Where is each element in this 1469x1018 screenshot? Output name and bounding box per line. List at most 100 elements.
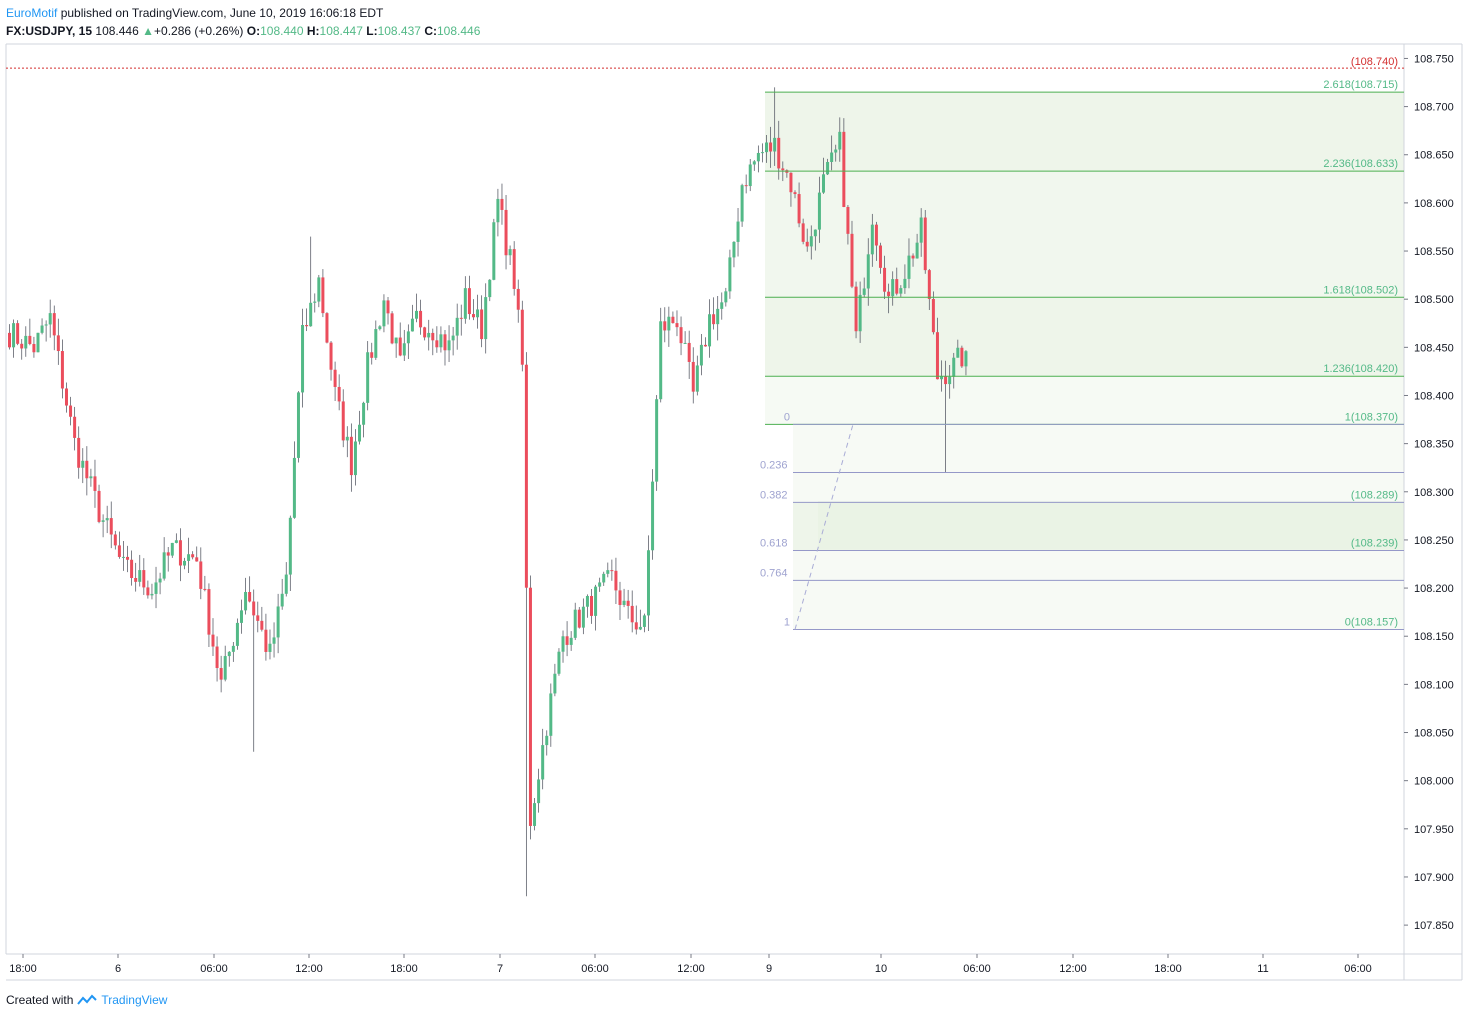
fib-ext-label[interactable]: 2.236(108.633) (1323, 158, 1398, 170)
candle-down[interactable] (911, 255, 915, 259)
candle-up[interactable] (484, 297, 488, 340)
candle-down[interactable] (781, 168, 785, 171)
candle-up[interactable] (48, 313, 52, 325)
candle-down[interactable] (60, 351, 64, 389)
candle-up[interactable] (549, 693, 553, 736)
candle-up[interactable] (36, 332, 40, 353)
price-tick-label[interactable]: 108.450 (1414, 342, 1454, 354)
fib-ret-ratio-label[interactable]: 0 (784, 411, 790, 423)
candle-up[interactable] (427, 332, 431, 338)
price-chart[interactable]: (108.740) 2.618(108.715) 2.236(108.633) 1.6… (0, 0, 1469, 990)
candle-up[interactable] (374, 329, 378, 358)
candle-down[interactable] (712, 314, 716, 325)
candle-down[interactable] (117, 545, 121, 557)
candle-up[interactable] (235, 622, 239, 646)
time-tick-label[interactable]: 11 (1257, 963, 1268, 975)
time-tick-label[interactable]: 12:00 (677, 963, 705, 975)
candle-down[interactable] (73, 416, 77, 438)
price-tick-label[interactable]: 107.850 (1414, 920, 1454, 932)
candle-down[interactable] (577, 609, 581, 628)
price-tick-label[interactable]: 108.650 (1414, 150, 1454, 162)
candle-down[interactable] (337, 386, 341, 402)
candle-up[interactable] (533, 803, 537, 826)
candle-up[interactable] (903, 278, 907, 289)
candle-up[interactable] (292, 457, 296, 518)
candle-down[interactable] (789, 172, 793, 193)
candle-up[interactable] (964, 351, 968, 367)
candle-down[interactable] (931, 298, 935, 333)
candle-up[interactable] (708, 314, 712, 347)
fib-ret-ratio-label[interactable]: 0.382 (760, 489, 788, 501)
price-tick-label[interactable]: 108.100 (1414, 679, 1454, 691)
candle-up[interactable] (830, 152, 834, 162)
candle-down[interactable] (618, 590, 622, 605)
candle-down[interactable] (431, 332, 435, 341)
candle-down[interactable] (195, 557, 199, 562)
candle-up[interactable] (813, 229, 817, 237)
candle-up[interactable] (602, 573, 606, 583)
candle-down[interactable] (390, 313, 394, 344)
candle-up[interactable] (940, 376, 944, 380)
candle-down[interactable] (520, 309, 524, 365)
candle-down[interactable] (28, 335, 32, 344)
candle-down[interactable] (130, 559, 134, 579)
price-tick-label[interactable]: 108.050 (1414, 728, 1454, 740)
candle-down[interactable] (960, 347, 964, 367)
time-tick-label[interactable]: 06:00 (200, 963, 228, 975)
candle-down[interactable] (443, 334, 447, 351)
candle-down[interactable] (927, 270, 931, 299)
candle-up[interactable] (732, 241, 736, 258)
fib-ext-label[interactable]: 1(108.370) (1345, 411, 1398, 423)
candle-up[interactable] (655, 399, 659, 482)
candle-up[interactable] (150, 593, 154, 596)
candle-up[interactable] (756, 152, 760, 162)
candle-up[interactable] (121, 556, 125, 558)
candle-up[interactable] (952, 357, 956, 377)
candle-down[interactable] (20, 343, 24, 349)
candle-up[interactable] (309, 302, 313, 327)
candle-up[interactable] (870, 224, 874, 255)
candle-up[interactable] (826, 161, 830, 175)
candle-down[interactable] (687, 342, 691, 362)
candle-down[interactable] (64, 388, 68, 406)
fib-levels[interactable]: (108.740) 2.618(108.715) 2.236(108.633) 1.6… (6, 56, 1404, 630)
candle-up[interactable] (594, 586, 598, 616)
candle-up[interactable] (891, 279, 895, 297)
candle-up[interactable] (598, 582, 602, 587)
candle-up[interactable] (557, 651, 561, 674)
candle-up[interactable] (463, 288, 467, 319)
price-tick-label[interactable]: 108.300 (1414, 487, 1454, 499)
candle-up[interactable] (537, 779, 541, 804)
candle-up[interactable] (227, 651, 231, 657)
candle-down[interactable] (590, 595, 594, 616)
candle-up[interactable] (907, 255, 911, 279)
candle-up[interactable] (170, 542, 174, 556)
candle-up[interactable] (382, 300, 386, 327)
candle-down[interactable] (341, 401, 345, 441)
candle-down[interactable] (16, 323, 20, 344)
candle-up[interactable] (402, 343, 406, 356)
candle-up[interactable] (581, 606, 585, 628)
price-tick-label[interactable]: 108.750 (1414, 53, 1454, 65)
candles[interactable] (8, 87, 968, 897)
candle-down[interactable] (512, 249, 516, 289)
candle-up[interactable] (948, 376, 952, 385)
candle-down[interactable] (215, 646, 219, 669)
candle-down[interactable] (887, 291, 891, 297)
candle-up[interactable] (728, 257, 732, 292)
price-tick-label[interactable]: 108.500 (1414, 294, 1454, 306)
candle-up[interactable] (809, 236, 813, 247)
price-tick-label[interactable]: 108.700 (1414, 102, 1454, 114)
candle-up[interactable] (646, 550, 650, 616)
fib-ret-ratio-label[interactable]: 0.618 (760, 538, 788, 550)
candle-down[interactable] (671, 316, 675, 324)
candle-up[interactable] (667, 316, 671, 331)
price-tick-label[interactable]: 108.250 (1414, 535, 1454, 547)
time-tick-label[interactable]: 12:00 (295, 963, 323, 975)
candle-up[interactable] (492, 222, 496, 280)
candle-down[interactable] (675, 323, 679, 328)
time-tick-label[interactable]: 7 (497, 963, 503, 975)
time-tick-label[interactable]: 18:00 (1154, 963, 1182, 975)
fib-ret-ratio-label[interactable]: 1 (784, 616, 790, 628)
candle-down[interactable] (935, 332, 939, 380)
